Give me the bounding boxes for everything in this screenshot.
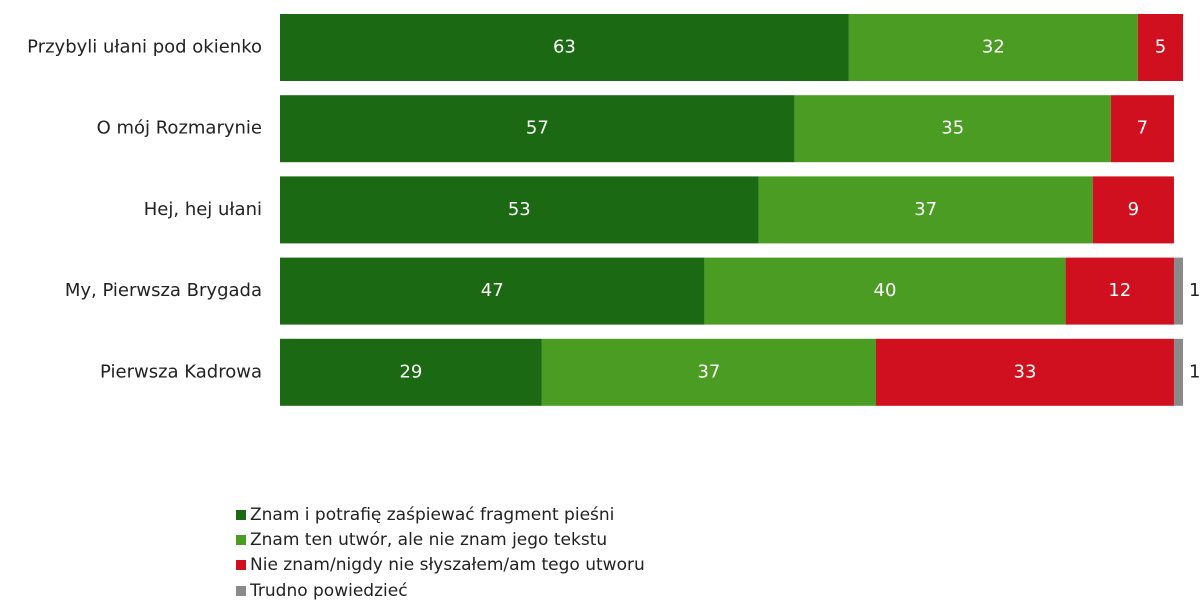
legend-label: Trudno powiedzieć [249,581,408,601]
category-label: Hej, hej ułani [144,199,262,220]
value-label: 7 [1137,118,1148,139]
value-label: 9 [1128,199,1139,220]
bar-segment [1137,14,1183,81]
value-label: 33 [1014,361,1037,382]
legend-swatch [236,586,246,596]
category-label: O mój Rozmarynie [97,118,262,139]
value-label: 57 [526,118,549,139]
value-label: 35 [941,118,964,139]
legend-label: Znam i potrafię zaśpiewać fragment pieśn… [250,505,614,525]
legend-swatch [236,560,246,570]
legend-swatch [236,510,246,520]
bar-segment [848,14,1138,81]
bar-segment [280,257,705,325]
bar-segment [1173,257,1183,325]
bar-segment [1110,95,1174,163]
bar-segment [875,338,1174,406]
value-label: 32 [982,37,1005,58]
bar-segment [1173,338,1183,406]
value-label: 29 [399,361,422,382]
value-label: 40 [874,280,897,301]
value-label: 12 [1108,280,1131,301]
bar-segment [541,338,876,406]
bar-segment [1065,257,1174,325]
bar-segment [794,95,1111,163]
legend-label: Znam ten utwór, ale nie znam jego tekstu [250,530,607,550]
bar-segment [280,95,795,163]
bar-segment [1092,176,1174,244]
bar-segment [280,176,759,244]
value-label: 1 [1189,280,1200,301]
bar-segment [280,14,849,81]
category-label: Pierwsza Kadrowa [100,361,262,382]
value-label: 53 [508,199,531,220]
value-label: 5 [1155,37,1166,58]
bar-segment [758,176,1093,244]
value-label: 37 [914,199,937,220]
value-label: 63 [553,37,576,58]
value-label: 1 [1189,361,1200,382]
bar-segment [280,338,542,406]
value-label: 47 [481,280,504,301]
bar-segment [704,257,1066,325]
category-label: Przybyli ułani pod okienko [27,37,262,58]
value-label: 37 [697,361,720,382]
category-label: My, Pierwsza Brygada [65,280,262,301]
legend-label: Nie znam/nigdy nie słyszałem/am tego utw… [250,555,645,575]
legend-swatch [236,535,246,545]
